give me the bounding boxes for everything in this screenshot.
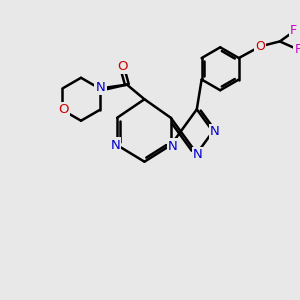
Text: F: F <box>290 24 297 37</box>
Text: N: N <box>110 139 120 152</box>
Text: O: O <box>58 103 69 116</box>
Text: O: O <box>255 40 265 53</box>
Text: N: N <box>168 140 178 153</box>
Text: N: N <box>210 125 220 138</box>
Text: N: N <box>193 148 202 161</box>
Text: F: F <box>295 43 300 56</box>
Text: O: O <box>118 60 128 73</box>
Text: N: N <box>96 81 106 94</box>
